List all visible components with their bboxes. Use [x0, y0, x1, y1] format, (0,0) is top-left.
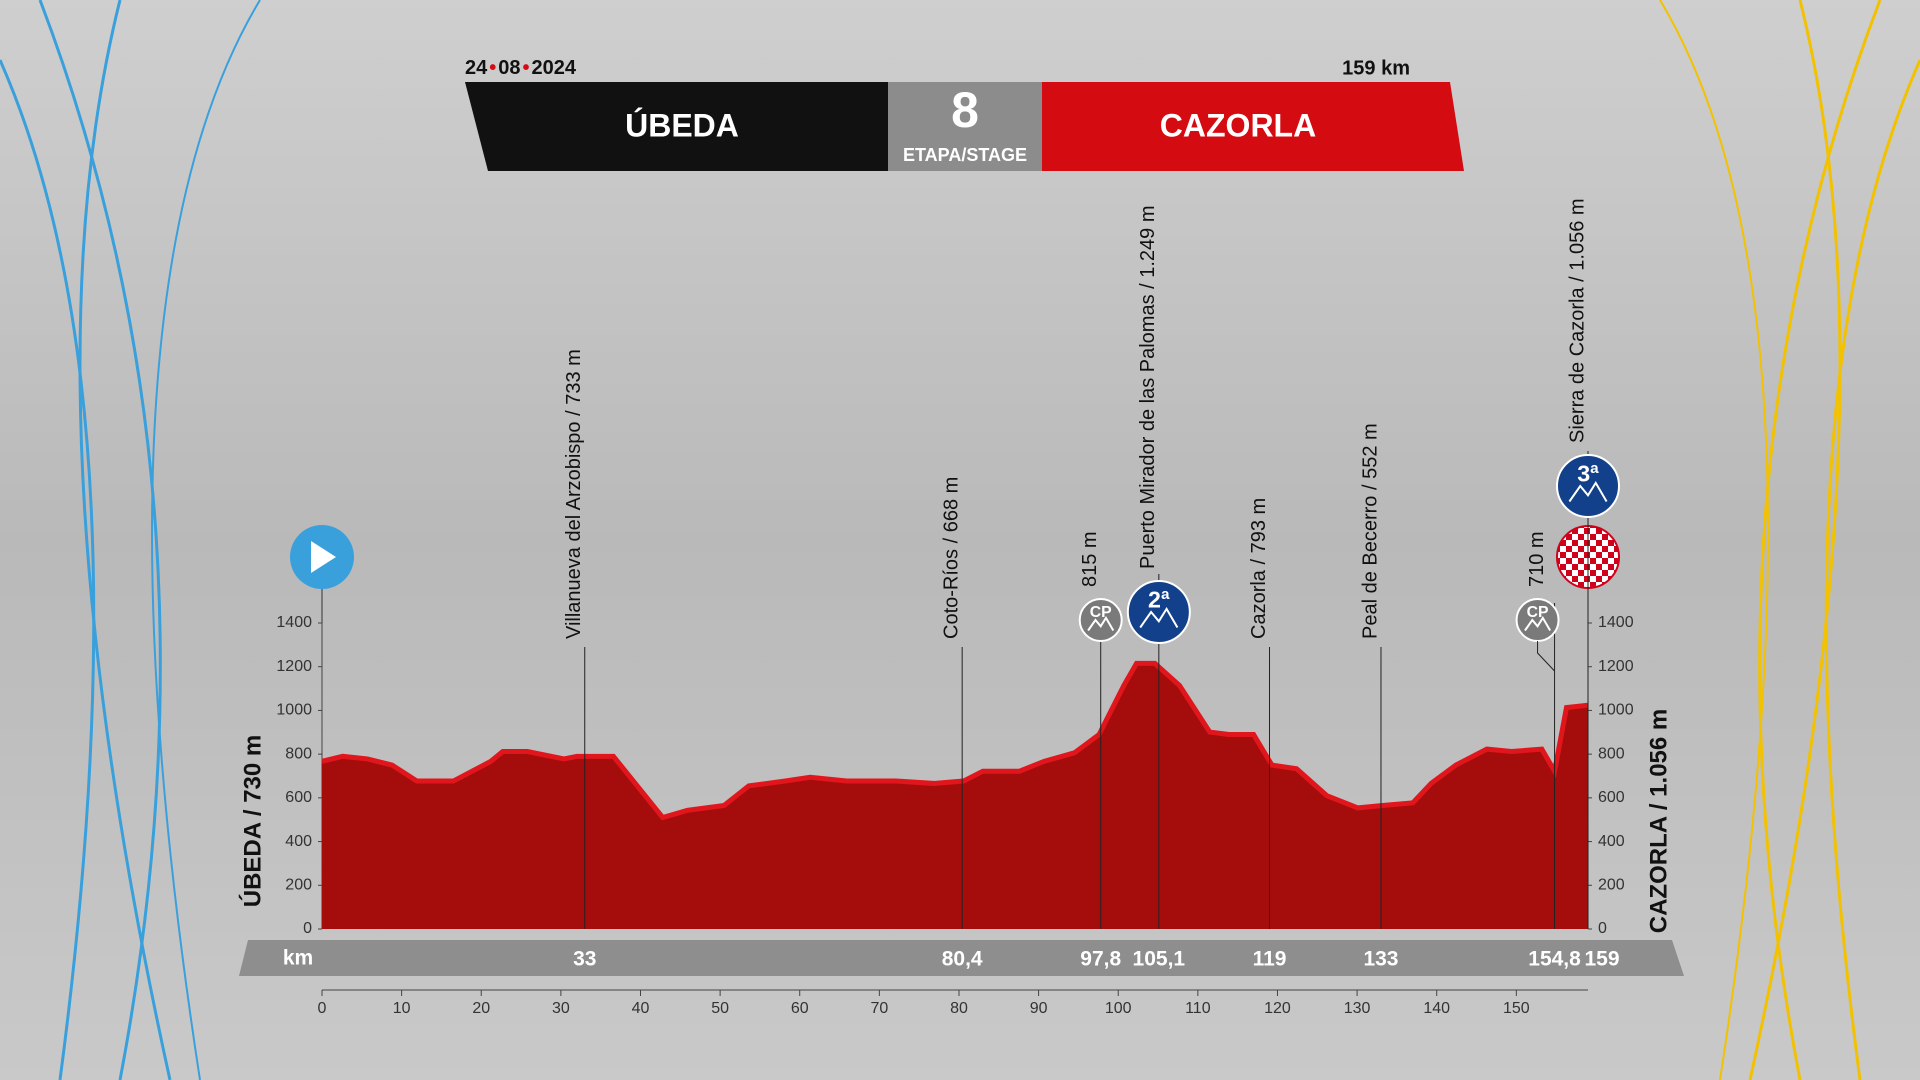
distance: 159 km [1342, 57, 1410, 79]
x-tick-label: 130 [1344, 1000, 1371, 1017]
y2-tick-label: 200 [1598, 877, 1625, 894]
finish-town: CAZORLA [1160, 107, 1316, 143]
elevation-ridge [321, 660, 1589, 821]
climb-icon-text: 2ª [1148, 586, 1170, 612]
x-tick-label: 10 [393, 1000, 411, 1017]
km-marker-label: 159 [1584, 948, 1619, 971]
km-marker-label: 33 [573, 948, 596, 971]
y2-tick-label: 1400 [1598, 614, 1634, 631]
x-tick-label: 120 [1264, 1000, 1291, 1017]
climb-icon-text: CP [1527, 604, 1549, 621]
start-town: ÚBEDA [625, 107, 739, 143]
waypoint-label: Sierra de Cazorla / 1.056 m [1566, 198, 1588, 443]
mountain-glyph [1139, 606, 1179, 629]
waypoint-label: Puerto Mirador de las Palomas / 1.249 m [1137, 205, 1159, 569]
km-label: km [283, 947, 313, 970]
km-bar [239, 940, 1684, 976]
y2-tick-label: 1200 [1598, 658, 1634, 675]
x-tick-label: 150 [1503, 1000, 1530, 1017]
x-tick-label: 40 [632, 1000, 650, 1017]
x-tick-label: 110 [1185, 1000, 1211, 1017]
y-tick-label: 1000 [276, 702, 312, 719]
km-marker-label: 154,8 [1528, 948, 1581, 971]
stage-label: ETAPA/STAGE [903, 145, 1027, 165]
waypoint-label: Cazorla / 793 m [1248, 498, 1270, 639]
mountain-glyph [1087, 615, 1115, 632]
km-marker-label: 133 [1363, 948, 1398, 971]
x-tick-label: 20 [472, 1000, 490, 1017]
date-day: 24 [465, 57, 488, 79]
y-tick-label: 0 [303, 920, 312, 937]
climb-icon [1126, 580, 1191, 644]
climb-icon-text: 3ª [1577, 460, 1599, 486]
x-tick-label: 80 [950, 1000, 968, 1017]
km-marker-label: 105,1 [1133, 948, 1186, 971]
stage-box [888, 82, 1042, 171]
waypoint-label: 710 m [1526, 531, 1548, 587]
y-tick-label: 200 [285, 877, 312, 894]
x-tick-label: 100 [1105, 1000, 1132, 1017]
date-year: 2024 [532, 57, 577, 79]
y-tick-label: 800 [285, 745, 312, 762]
mountain-glyph [1524, 615, 1552, 632]
y2-tick-label: 0 [1598, 920, 1607, 937]
waypoint-label: Villanueva del Arzobispo / 733 m [563, 349, 585, 639]
y2-tick-label: 800 [1598, 745, 1625, 762]
x-tick-label: 60 [791, 1000, 809, 1017]
y-tick-label: 1200 [276, 658, 312, 675]
km-marker-label: 97,8 [1080, 948, 1121, 971]
start-banner [465, 82, 888, 171]
y2-axis-title: CAZORLA / 1.056 m [1645, 709, 1672, 934]
y2-tick-label: 600 [1598, 789, 1625, 806]
waypoint-label: Coto-Ríos / 668 m [940, 477, 962, 639]
stage-number: 8 [951, 82, 979, 138]
elevation-area [322, 663, 1588, 929]
finish-banner [1042, 82, 1464, 171]
x-tick-label: 0 [318, 1000, 327, 1017]
km-marker-label: 119 [1253, 948, 1287, 971]
x-tick-label: 50 [711, 1000, 729, 1017]
waypoint-label: 815 m [1079, 531, 1101, 587]
y2-tick-label: 1000 [1598, 702, 1634, 719]
mountain-glyph [1568, 480, 1608, 503]
climb-icon [1078, 598, 1123, 642]
y-tick-label: 600 [285, 789, 312, 806]
date: 24 • 08 • 2024 [465, 57, 577, 79]
y-axis-title: ÚBEDA / 730 m [238, 735, 266, 908]
x-tick-label: 90 [1030, 1000, 1048, 1017]
waypoint-label: Peal de Becerro / 552 m [1359, 423, 1381, 639]
x-tick-label: 30 [552, 1000, 570, 1017]
date-month: 08 [498, 57, 520, 79]
climb-icon [1556, 454, 1620, 518]
km-marker-label: 80,4 [942, 948, 983, 971]
climb-icon-text: CP [1090, 604, 1112, 621]
y-tick-label: 1400 [276, 614, 312, 631]
connector [1537, 641, 1555, 672]
x-tick-label: 70 [870, 1000, 888, 1017]
y-tick-label: 400 [285, 833, 312, 850]
y2-tick-label: 400 [1598, 833, 1625, 850]
x-tick-label: 140 [1423, 1000, 1450, 1017]
